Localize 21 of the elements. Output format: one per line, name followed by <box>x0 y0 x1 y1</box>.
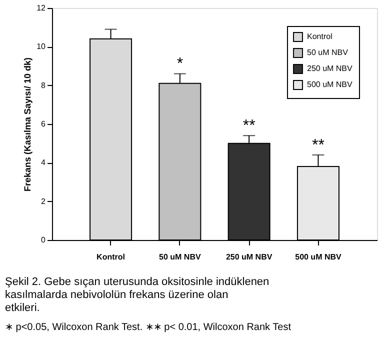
x-tick-label: Kontrol <box>96 252 125 262</box>
y-tick-label: 4 <box>41 158 46 168</box>
y-tick-label: 8 <box>41 80 46 90</box>
legend-label: 50 uM NBV <box>307 48 349 57</box>
y-tick-label: 12 <box>36 4 46 12</box>
y-tick-label: 2 <box>41 196 46 206</box>
x-tick-label: 50 uM NBV <box>159 252 202 262</box>
annotation: ** <box>242 118 256 135</box>
text: Şekil 2. Gebe sıçan uterusunda oksitosinle indüklenen kasılmalarda nebivololün frekans üzerine olan etkileri. <box>5 276 270 314</box>
x-tick-label: 500 uM NBV <box>295 252 342 262</box>
annotation: * <box>176 56 184 73</box>
text: ∗ p<0.05, Wilcoxon Rank Test. ∗∗ p< 0.01, Wilcoxon Rank Test <box>5 322 292 333</box>
legend-label: 500 uM NBV <box>307 80 354 89</box>
annotation: ** <box>312 136 324 154</box>
y-axis-title: Frekans (Kasılma Sayısı/ 10 dk) <box>22 57 33 192</box>
y-tick-label: 10 <box>36 42 46 52</box>
x-tick-label: 250 uM NBV <box>226 252 273 262</box>
legend-label: 250 uM NBV <box>307 64 354 73</box>
legend-label: Kontrol <box>307 32 333 41</box>
y-tick-label: 6 <box>41 120 46 128</box>
y-tick-label: 0 <box>41 236 46 244</box>
